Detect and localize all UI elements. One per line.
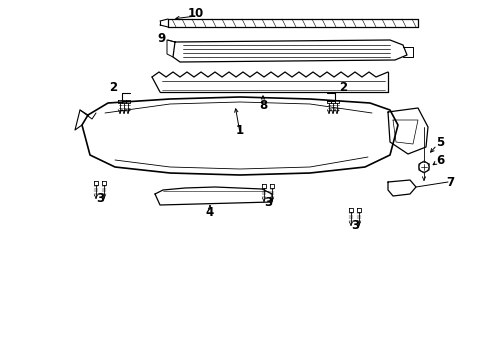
Text: 3: 3 — [96, 192, 104, 204]
Text: 4: 4 — [205, 206, 214, 219]
Text: 8: 8 — [258, 99, 266, 112]
Text: 9: 9 — [158, 32, 166, 45]
Text: 3: 3 — [264, 195, 271, 208]
Text: 7: 7 — [445, 176, 453, 189]
Text: 2: 2 — [338, 81, 346, 94]
Text: 1: 1 — [235, 123, 244, 136]
Text: 6: 6 — [435, 153, 443, 166]
Text: 3: 3 — [350, 219, 358, 231]
Text: 2: 2 — [109, 81, 117, 94]
Text: 10: 10 — [187, 6, 203, 19]
Text: 5: 5 — [435, 135, 443, 149]
